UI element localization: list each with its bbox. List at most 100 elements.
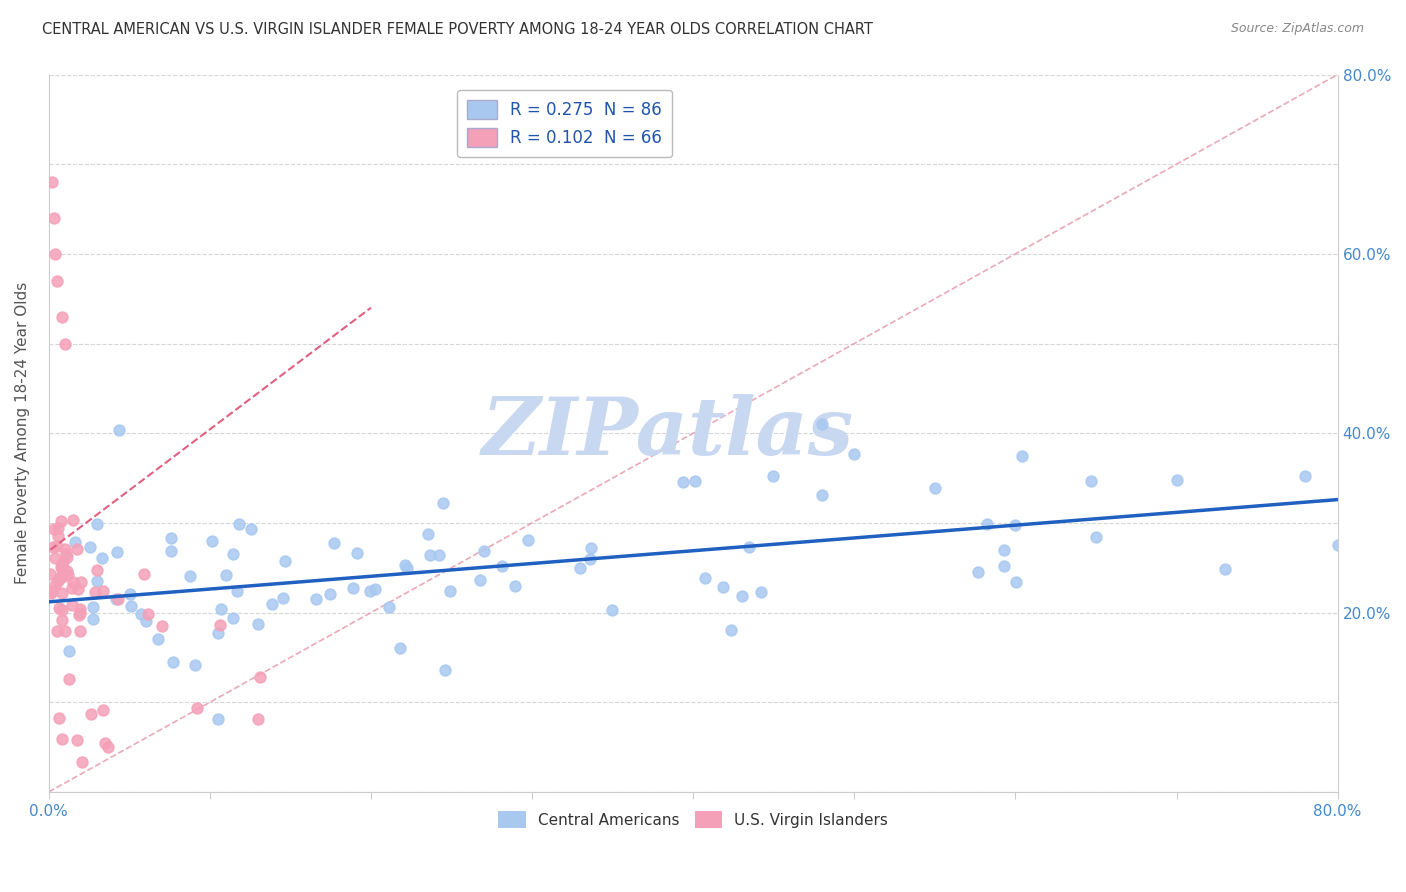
Point <box>97 739 120 754</box>
Point <box>44 551 66 566</box>
Point <box>56 568 79 582</box>
Point <box>52 555 75 569</box>
Point <box>39 567 62 582</box>
Point <box>55 547 77 561</box>
Point <box>427 549 450 563</box>
Point <box>131 607 153 622</box>
Point <box>42 540 65 554</box>
Point <box>56 549 79 564</box>
Point <box>162 655 184 669</box>
Point <box>685 475 707 489</box>
Point <box>134 567 156 582</box>
Point <box>1294 468 1316 483</box>
Point <box>69 601 91 615</box>
Point <box>432 496 454 510</box>
Point <box>80 706 103 721</box>
Point <box>94 736 117 750</box>
Point <box>222 611 245 625</box>
Point <box>86 574 108 589</box>
Point <box>993 543 1015 558</box>
Point <box>503 579 526 593</box>
Point <box>600 603 623 617</box>
Point <box>48 601 70 615</box>
Point <box>66 582 89 597</box>
Point <box>273 591 295 606</box>
Point <box>924 482 946 496</box>
Point <box>179 569 201 583</box>
Point <box>434 663 457 677</box>
Point <box>672 475 695 490</box>
Point <box>62 574 84 589</box>
Point <box>247 712 270 726</box>
Point <box>63 534 86 549</box>
Point <box>693 571 716 585</box>
Point <box>58 644 80 658</box>
Y-axis label: Female Poverty Among 18-24 Year Olds: Female Poverty Among 18-24 Year Olds <box>15 282 30 584</box>
Point <box>378 600 401 615</box>
Point <box>91 584 114 599</box>
Point <box>491 558 513 573</box>
Point <box>993 558 1015 573</box>
Point <box>45 624 67 638</box>
Point <box>46 574 69 588</box>
Text: ZIPatlas: ZIPatlas <box>481 394 853 472</box>
Point <box>323 535 346 549</box>
Point <box>394 558 416 572</box>
Point <box>66 733 89 747</box>
Point <box>1080 474 1102 488</box>
Point <box>578 552 600 566</box>
Point <box>160 531 183 545</box>
Point <box>91 703 114 717</box>
Point <box>419 548 441 562</box>
Point <box>46 521 69 535</box>
Point <box>225 583 247 598</box>
Point <box>762 469 785 483</box>
Point <box>69 624 91 638</box>
Point <box>62 512 84 526</box>
Point <box>46 529 69 543</box>
Point <box>41 583 63 598</box>
Point <box>51 603 73 617</box>
Point <box>395 561 418 575</box>
Point <box>48 710 70 724</box>
Point <box>44 247 66 261</box>
Text: CENTRAL AMERICAN VS U.S. VIRGIN ISLANDER FEMALE POVERTY AMONG 18-24 YEAR OLDS CO: CENTRAL AMERICAN VS U.S. VIRGIN ISLANDER… <box>42 22 873 37</box>
Point <box>82 600 104 615</box>
Point <box>569 561 592 575</box>
Point <box>150 619 173 633</box>
Point <box>160 544 183 558</box>
Point <box>118 587 141 601</box>
Point <box>45 274 67 288</box>
Point <box>318 587 340 601</box>
Point <box>49 514 72 528</box>
Point <box>359 583 381 598</box>
Point <box>976 516 998 531</box>
Point <box>44 578 66 592</box>
Point <box>1326 538 1348 552</box>
Legend: Central Americans, U.S. Virgin Islanders: Central Americans, U.S. Virgin Islanders <box>492 805 894 835</box>
Point <box>738 540 761 554</box>
Point <box>388 640 411 655</box>
Point <box>183 657 205 672</box>
Point <box>46 539 69 553</box>
Point <box>42 211 65 225</box>
Point <box>79 540 101 554</box>
Point <box>209 602 232 616</box>
Point <box>107 591 129 606</box>
Point <box>83 585 105 599</box>
Point <box>1166 474 1188 488</box>
Point <box>53 624 76 638</box>
Point <box>53 542 76 557</box>
Point <box>470 574 492 588</box>
Point <box>70 574 93 589</box>
Point <box>1005 574 1028 589</box>
Point <box>42 522 65 536</box>
Point <box>107 423 129 437</box>
Point <box>1004 517 1026 532</box>
Point <box>60 598 83 612</box>
Point <box>1084 530 1107 544</box>
Point <box>138 607 160 622</box>
Point <box>91 551 114 566</box>
Point <box>58 672 80 686</box>
Point <box>439 584 461 599</box>
